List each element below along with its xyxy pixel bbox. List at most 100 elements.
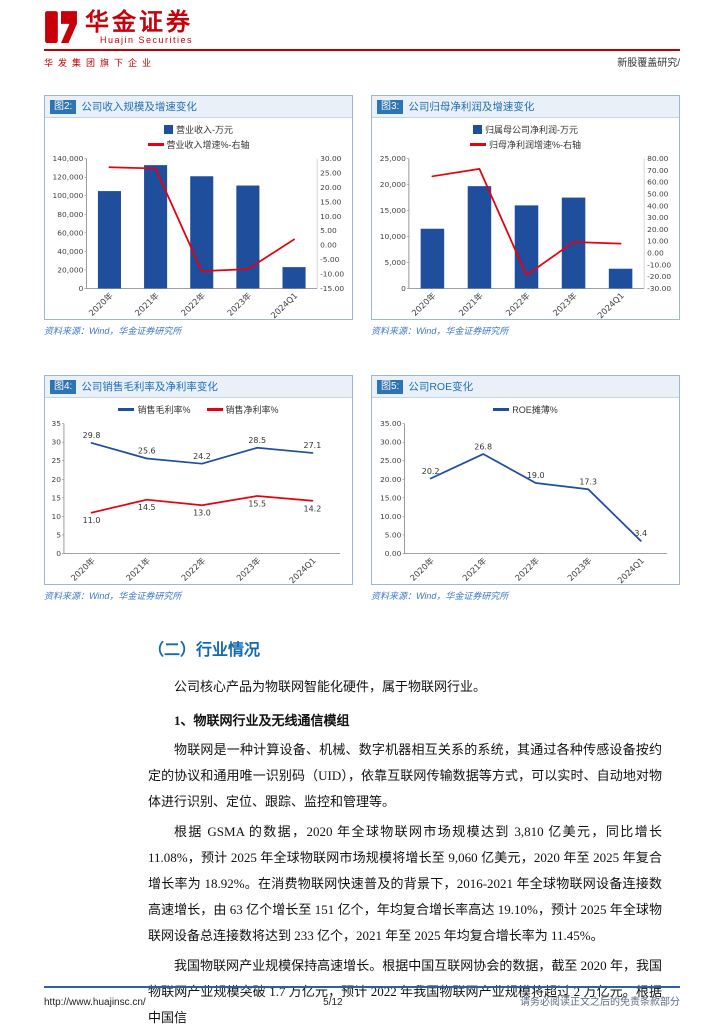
tick-label: 20.00 <box>380 475 402 484</box>
figure-number-chip: 图5: <box>377 379 404 394</box>
tick-label: 0 <box>401 284 406 293</box>
legend-item: 归属母公司净利润-万元 <box>473 123 578 136</box>
legend-item: ROE摊薄% <box>493 403 558 416</box>
tick-label: 15,000 <box>380 206 406 215</box>
data-line <box>431 168 622 277</box>
industry-section: （二）行业情况 公司核心产品为物联网智能化硬件，属于物联网行业。 1、物联网行业… <box>148 636 662 1024</box>
legend-item: 营业收入增速%-右轴 <box>147 138 250 151</box>
figure-number-chip: 图4: <box>50 379 77 394</box>
figure-title-text: 公司销售毛利率及净利率变化 <box>81 381 218 394</box>
charts-grid: 图2: 公司收入规模及增速变化 营业收入-万元 营业收入增速%-右轴 0 20,00… <box>44 95 680 602</box>
footer-disclaimer: 请务必阅读正文之后的免责条款部分 <box>520 997 680 1008</box>
category-label: 2023年 <box>225 291 253 318</box>
section-heading: （二）行业情况 <box>148 642 261 660</box>
line-swatch-icon <box>469 143 486 147</box>
legend-item: 归母净利润增速%-右轴 <box>469 138 581 151</box>
category-label: 2023年 <box>551 291 579 318</box>
figure-title-text: 公司ROE变化 <box>408 381 474 394</box>
category-label: 2024Q1 <box>595 291 626 319</box>
category-label: 2020年 <box>408 556 436 583</box>
chart-legend: 归属母公司净利润-万元归母净利润增速%-右轴 <box>374 123 677 151</box>
point-label: 26.8 <box>474 443 492 452</box>
tick-label: 30 <box>51 438 61 447</box>
data-line <box>108 166 295 273</box>
line-swatch-icon <box>147 143 164 147</box>
category-label: 2020年 <box>86 291 114 318</box>
tick-label: 5.00 <box>385 531 402 540</box>
tick-label: 30.00 <box>647 213 669 222</box>
legend-label: 归母净利润增速%-右轴 <box>488 140 581 151</box>
tick-label: -15.00 <box>320 284 344 293</box>
tick-label: 60.00 <box>647 178 669 187</box>
tick-label: 50.00 <box>647 190 669 199</box>
point-label: 19.0 <box>527 472 545 481</box>
category-label: 2024Q1 <box>615 556 646 584</box>
category-label: 2022年 <box>513 556 541 583</box>
point-label: 28.5 <box>248 436 266 445</box>
data-line <box>90 442 314 465</box>
tick-label: 15.00 <box>320 198 342 207</box>
tick-label: 5 <box>56 531 61 540</box>
figure-2: 图2: 公司收入规模及增速变化 营业收入-万元 营业收入增速%-右轴 0 20,00… <box>44 95 353 337</box>
tick-label: 20,000 <box>57 266 83 275</box>
bar <box>282 267 306 289</box>
category-label: 2021年 <box>456 291 484 318</box>
legend-label: ROE摊薄% <box>512 405 558 416</box>
iot-definition-paragraph: 物联网是一种计算设备、机械、数字机器相互关系的系统，其通过各种传感设备按约定的协… <box>148 742 662 810</box>
tick-label: 25.00 <box>380 457 402 466</box>
bar <box>608 268 633 289</box>
tick-label: -10.00 <box>320 270 344 279</box>
source-note: 资料来源：Wind，华金证券研究所 <box>371 326 509 337</box>
point-label: 27.1 <box>304 442 322 451</box>
brand-name: 华金证券 <box>85 9 193 36</box>
page-footer: http://www.huajinsc.cn/ 5/12 请务必阅读正文之后的免… <box>44 986 680 1008</box>
roe-chart: 0.00 5.00 10.00 15.00 20.00 25.00 30.00 35.00 20… <box>380 419 668 584</box>
figure-number-chip: 图3: <box>377 99 404 114</box>
tick-label: 10.00 <box>380 512 402 521</box>
tick-label: 20.00 <box>647 225 669 234</box>
legend-label: 销售毛利率% <box>137 405 191 416</box>
point-label: 24.2 <box>193 452 211 461</box>
figure-4: 图4: 公司销售毛利率及净利率变化 销售毛利率% 销售净利率% 0 5 10 15 20 2… <box>44 375 353 602</box>
point-label: 3.4 <box>634 529 647 538</box>
subsection-heading: 1、物联网行业及无线通信模组 <box>174 713 350 729</box>
tick-label: 5.00 <box>320 227 337 236</box>
point-label: 14.2 <box>304 505 322 514</box>
tick-label: 80,000 <box>57 210 83 219</box>
category-label: 2022年 <box>179 556 207 583</box>
category-label: 2021年 <box>133 291 161 318</box>
legend-label: 销售净利率% <box>225 405 279 416</box>
chart-legend: 销售毛利率% 销售净利率% <box>47 403 350 416</box>
brand-name-en: Huajin Securities <box>99 35 193 46</box>
figure-5: 图5: 公司ROE变化 ROE摊薄% 0.00 5.00 10.00 15.00 20.… <box>371 375 680 602</box>
point-label: 25.6 <box>138 447 156 456</box>
legend-item: 销售毛利率% <box>118 403 191 416</box>
bar <box>420 228 445 289</box>
bar-swatch-icon <box>473 125 482 135</box>
brand-tagline: 华发集团旗下企业 <box>44 58 157 69</box>
data-line <box>90 495 314 514</box>
category-label: 2024Q1 <box>287 556 318 584</box>
tick-label: 0 <box>56 549 61 558</box>
category-label: 2024Q1 <box>269 291 300 319</box>
tick-label: 20 <box>51 475 61 484</box>
point-label: 15.5 <box>248 500 266 509</box>
data-line <box>429 453 642 542</box>
margin-chart: 0 5 10 15 20 25 30 35 29.8 25.6 24.2 28.5 27.1 11.0 14… <box>51 419 341 584</box>
tick-label: 10 <box>51 512 61 521</box>
report-type-label: 新股覆盖研究/ <box>617 58 680 70</box>
legend-item: 营业收入-万元 <box>164 123 233 136</box>
tick-label: 0.00 <box>385 549 402 558</box>
tick-label: 80.00 <box>647 154 669 163</box>
tick-label: 25,000 <box>380 154 406 163</box>
category-label: 2022年 <box>179 291 207 318</box>
tick-label: 0.00 <box>320 241 337 250</box>
footer-url[interactable]: http://www.huajinsc.cn/ <box>44 997 146 1008</box>
tick-label: 10.00 <box>647 237 669 246</box>
point-label: 17.3 <box>579 478 597 487</box>
line-swatch-icon <box>206 408 223 412</box>
tick-label: 20,000 <box>380 180 406 189</box>
tick-label: 100,000 <box>53 192 84 201</box>
figure-title-text: 公司归母净利润及增速变化 <box>408 101 535 114</box>
